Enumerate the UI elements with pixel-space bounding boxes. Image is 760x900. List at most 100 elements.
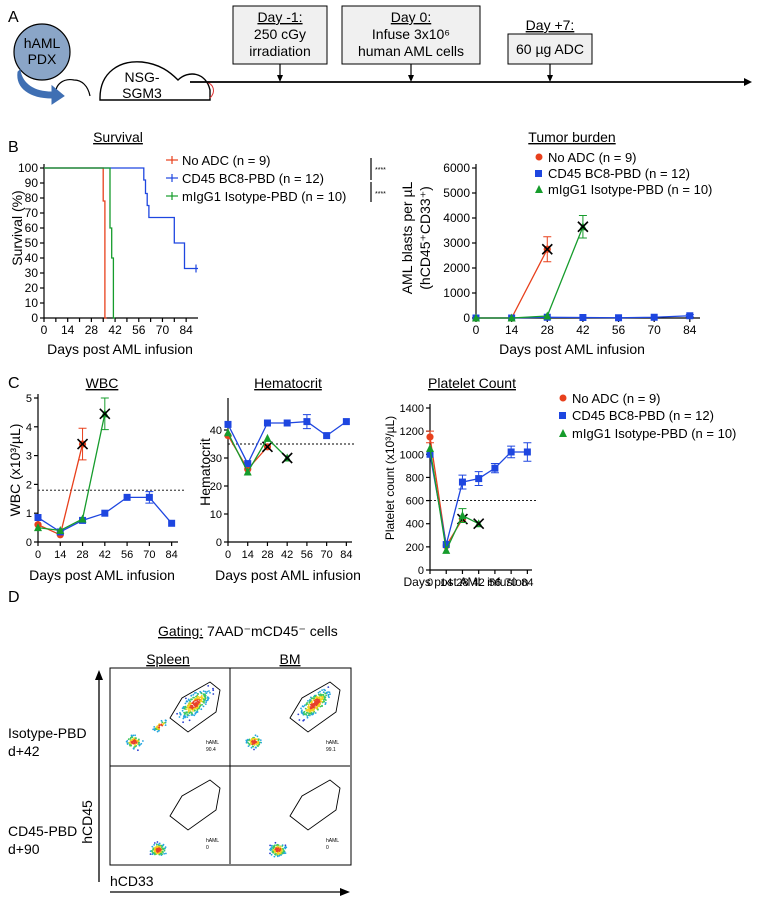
flow-event (307, 700, 309, 702)
tumor-legend-cd45: CD45 BC8-PBD (n = 12) (548, 166, 690, 181)
flow-event (182, 706, 185, 708)
c-legend-iso: mIgG1 Isotype-PBD (n = 10) (572, 426, 736, 441)
flow-event (271, 844, 273, 847)
flow-event (311, 700, 313, 703)
flow-event (283, 850, 286, 853)
flow-event (272, 846, 275, 849)
flow-event (194, 709, 196, 712)
flow-event (306, 708, 308, 711)
flow-event (164, 724, 167, 726)
flow-event (157, 852, 160, 855)
series-line (429, 448, 479, 553)
x-tick-label: 14 (61, 323, 75, 337)
survival-ylabel: Survival (%) (9, 190, 25, 265)
x-tick-label: 28 (541, 323, 555, 337)
flow-event (134, 734, 137, 737)
flow-event (190, 704, 192, 707)
flow-event (197, 706, 200, 709)
flow-event (212, 689, 215, 692)
y-tick-label: 5 (26, 393, 32, 405)
flow-event (204, 696, 207, 699)
tumor-burden-chart: 0 1000 2000 3000 4000 5000 6000 0 14 28 42 56 70 84 (443, 161, 700, 337)
flow-event (301, 712, 304, 715)
flow-event (314, 712, 317, 714)
flow-event (197, 693, 200, 695)
flow-event (176, 712, 179, 715)
death-cross (577, 221, 589, 233)
timeline-step-day-0 (341, 5, 481, 82)
gate-value: 0 (326, 845, 329, 851)
flow-event (285, 846, 288, 849)
flow-event (257, 738, 260, 741)
flow-event (253, 739, 256, 741)
x-tick-label: 84 (179, 323, 193, 337)
flow-event (158, 728, 161, 731)
flow-event (185, 697, 187, 700)
panel-label-c: C (8, 375, 20, 392)
flow-event (152, 848, 155, 851)
flow-event (327, 693, 330, 696)
death-cross (76, 438, 89, 450)
flow-event (206, 690, 209, 693)
flow-event (194, 702, 197, 705)
panel-c-legend (559, 394, 567, 437)
survival-series-line (44, 167, 198, 270)
flow-event (200, 695, 203, 697)
flow-event (130, 744, 132, 747)
flow-event (186, 711, 188, 713)
flow-event (308, 706, 310, 709)
data-point-cd45 (323, 432, 331, 440)
flow-event (318, 700, 321, 703)
flow-event (328, 691, 331, 694)
flow-event (133, 742, 136, 745)
step3-line1: 60 µg ADC (516, 41, 584, 57)
flow-event (303, 713, 306, 716)
flow-event (203, 693, 206, 696)
gate-value: 0 (206, 845, 209, 851)
flow-event (135, 742, 138, 744)
x-tick-label: 84 (166, 549, 178, 561)
x-tick-label: 28 (85, 323, 99, 337)
flow-event (269, 847, 272, 850)
panel-label-d: D (8, 589, 20, 606)
flow-event (186, 716, 189, 718)
wbc-ylabel: WBC (x10³/µL) (7, 424, 23, 517)
flow-event (161, 846, 163, 849)
gating-prefix: Gating: (158, 623, 203, 639)
flow-event (189, 706, 191, 709)
survival-legend-no-adc: No ADC (n = 9) (182, 153, 271, 168)
flow-event (198, 703, 201, 705)
gate-name: hAML (206, 838, 219, 844)
flow-event (284, 844, 287, 847)
flow-event (127, 738, 130, 741)
flow-event (273, 855, 276, 858)
tumor-legend-iso: mIgG1 Isotype-PBD (n = 10) (548, 182, 712, 197)
mouse-label-1: NSG- (125, 69, 160, 85)
flow-event (202, 700, 205, 703)
flow-event (310, 707, 313, 709)
y-tick-label: 50 (25, 236, 39, 250)
flow-event (156, 730, 159, 733)
flow-event (157, 847, 160, 850)
flow-event (321, 689, 323, 691)
flow-event (131, 741, 134, 744)
flow-event (196, 711, 199, 713)
flow-event (131, 739, 133, 741)
tumor-ylabel-1: AML blasts per µL (399, 181, 415, 294)
flow-event (204, 690, 207, 693)
flow-event (297, 713, 300, 716)
flow-event (207, 697, 209, 700)
flow-event (212, 693, 215, 695)
flow-event (318, 702, 321, 705)
step1-line1: 250 cGy (254, 26, 306, 42)
flow-event (188, 707, 191, 710)
x-tick-label: 84 (340, 549, 352, 561)
flow-event (156, 841, 159, 843)
flow-event (245, 741, 248, 744)
flow-event (189, 700, 192, 703)
flow-event (158, 847, 161, 850)
flow-event (191, 707, 193, 709)
flow-event (316, 701, 319, 704)
flow-event (153, 726, 156, 728)
flow-event (153, 852, 156, 855)
